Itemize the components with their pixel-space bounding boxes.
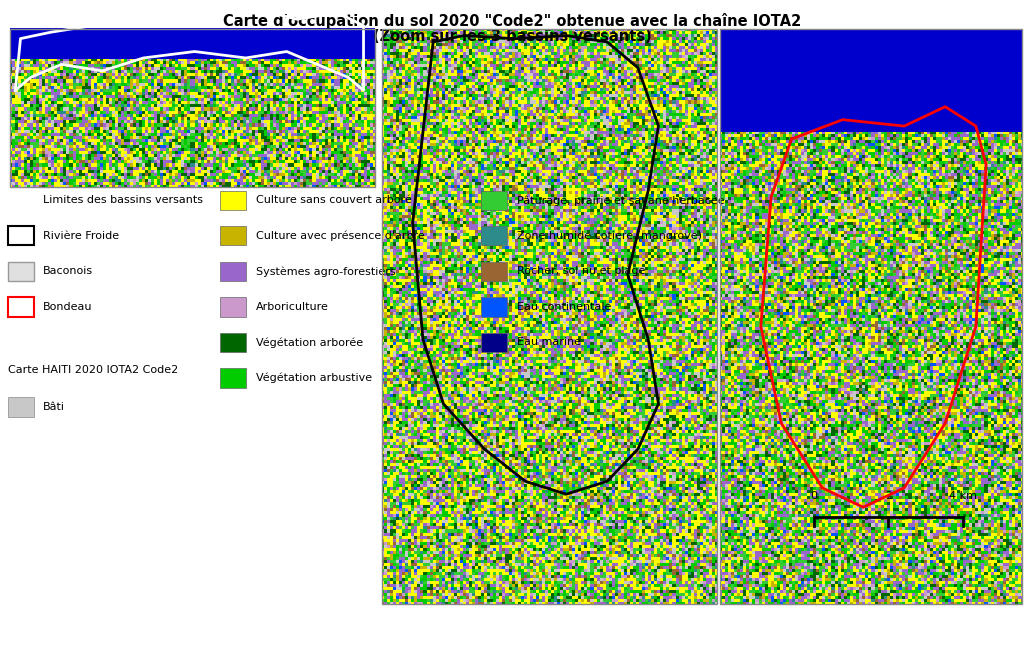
Text: 4 km: 4 km [948,491,977,501]
Bar [220,333,246,352]
Text: Limites des bassins versants: Limites des bassins versants [43,195,203,205]
Text: Bâti: Bâti [43,402,65,412]
Text: Baconois: Baconois [43,266,93,276]
Bar [220,226,246,245]
Text: Systèmes agro-forestiers: Systèmes agro-forestiers [256,266,395,276]
Bar [8,297,34,317]
Bar [10,29,375,187]
Bar [382,29,717,604]
Text: Carte HAITI 2020 IOTA2 Code2: Carte HAITI 2020 IOTA2 Code2 [8,365,178,375]
Bar [481,262,507,281]
Bar [481,226,507,245]
Bar [8,226,34,245]
Text: 0: 0 [811,491,817,501]
Text: 2: 2 [885,491,892,501]
Text: Culture sans couvert arboré: Culture sans couvert arboré [256,195,412,205]
Bar [220,368,246,388]
Bar [8,262,34,281]
Text: Eau marine: Eau marine [517,337,582,348]
Text: Arboriculture: Arboriculture [256,302,329,312]
Text: Culture avec présence d'arbre: Culture avec présence d'arbre [256,231,425,241]
Bar [481,297,507,317]
Text: Végétation arborée: Végétation arborée [256,337,364,348]
Bar [8,397,34,417]
Text: Carte d'occupation du sol 2020 "Code2" obtenue avec la chaîne IOTA2: Carte d'occupation du sol 2020 "Code2" o… [223,13,801,29]
Bar [220,262,246,281]
Bar [720,29,1022,604]
Bar [481,333,507,352]
Text: Pâturage, prairie et savane herbacée: Pâturage, prairie et savane herbacée [517,195,725,205]
Text: (Zoom sur les 3 bassins versants): (Zoom sur les 3 bassins versants) [373,29,651,44]
Text: Rocher, sol nu et plage: Rocher, sol nu et plage [517,266,645,276]
Text: Eau continentale: Eau continentale [517,302,611,312]
Text: Bondeau: Bondeau [43,302,92,312]
Bar [481,191,507,210]
Text: Végétation arbustive: Végétation arbustive [256,373,372,383]
Text: Zone humide cotiere (mangrove): Zone humide cotiere (mangrove) [517,231,702,241]
Bar [220,191,246,210]
Bar [220,297,246,317]
Text: Rivière Froide: Rivière Froide [43,231,119,241]
